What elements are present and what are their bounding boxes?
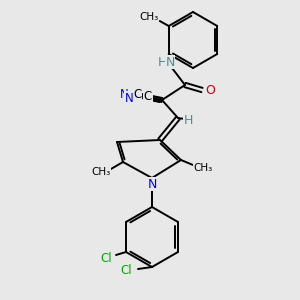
Text: C: C [133, 88, 141, 101]
Text: CH₃: CH₃ [194, 163, 213, 173]
Text: N: N [120, 88, 128, 100]
Text: Cl: Cl [100, 251, 112, 265]
Text: O: O [205, 83, 215, 97]
Text: N: N [165, 56, 175, 68]
Text: N: N [147, 178, 157, 190]
Text: Cl: Cl [120, 265, 132, 278]
Text: H: H [183, 113, 193, 127]
Text: N: N [124, 92, 134, 104]
Text: CH₃: CH₃ [139, 12, 158, 22]
Text: C: C [144, 91, 152, 103]
Text: CH₃: CH₃ [92, 167, 111, 177]
Text: H: H [157, 56, 167, 68]
